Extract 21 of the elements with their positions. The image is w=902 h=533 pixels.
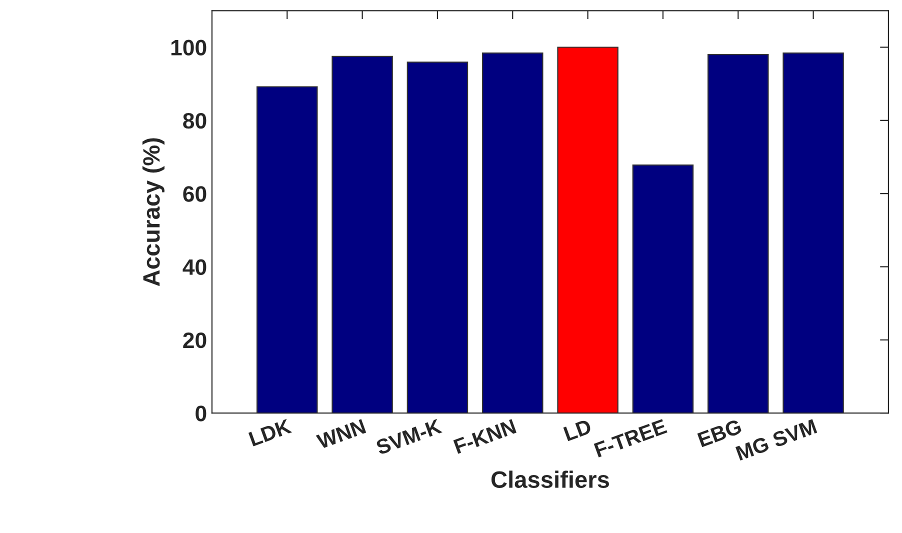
bar <box>482 52 544 414</box>
x-tick-label: LD <box>563 418 592 442</box>
bar <box>406 62 468 414</box>
y-tick-label: 40 <box>182 259 206 276</box>
x-axis-title: Classifiers <box>491 470 609 488</box>
y-axis-title: Accuracy (%) <box>142 138 164 286</box>
bar <box>332 56 393 414</box>
bar <box>256 86 318 414</box>
y-tick-label: 0 <box>196 406 206 422</box>
bar <box>557 46 618 414</box>
bar <box>632 164 694 414</box>
y-tick-label: 80 <box>183 112 206 129</box>
x-tick-label: LDK <box>248 418 292 446</box>
y-tick-label: 100 <box>171 40 206 56</box>
x-tick-label: F-KNN <box>453 419 516 454</box>
y-tick-label: 20 <box>183 332 206 348</box>
y-tick-label: 60 <box>183 186 206 202</box>
x-tick-label: SVM-K <box>375 418 443 456</box>
bar <box>782 52 844 414</box>
x-tick-label: WNN <box>316 419 366 450</box>
bar <box>708 54 769 414</box>
